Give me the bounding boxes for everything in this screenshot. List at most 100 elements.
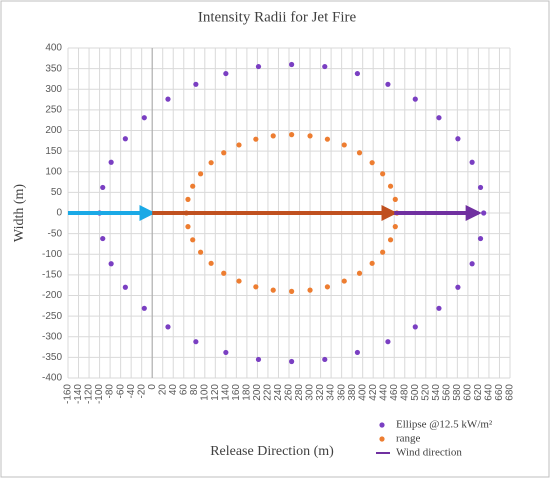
legend-label: range <box>396 433 421 445</box>
data-point <box>165 324 171 330</box>
data-point <box>322 63 328 70</box>
data-point <box>369 160 375 166</box>
y-tick-label: 350 <box>45 63 62 74</box>
y-tick-label: 250 <box>45 105 62 116</box>
data-point <box>380 171 386 177</box>
y-tick-label: 100 <box>45 166 62 177</box>
y-tick-label: -100 <box>42 249 62 260</box>
data-point <box>165 96 171 102</box>
data-point <box>122 136 128 142</box>
legend-swatch <box>379 436 385 442</box>
x-tick-label: -100 <box>94 384 105 404</box>
data-point <box>387 237 394 243</box>
data-point <box>223 70 229 77</box>
x-tick-label: 340 <box>326 384 337 401</box>
x-tick-label: 0 <box>147 384 158 390</box>
x-tick-label: 580 <box>452 384 463 401</box>
data-point <box>255 63 262 70</box>
data-point <box>322 356 328 363</box>
data-point <box>236 142 242 148</box>
data-point <box>185 196 191 202</box>
y-tick-label: -150 <box>42 270 62 281</box>
data-point <box>481 210 487 216</box>
data-point <box>369 260 375 266</box>
chart-title: Intensity Radii for Jet Fire <box>198 9 357 25</box>
y-tick-label: 200 <box>45 125 62 136</box>
x-tick-label: -40 <box>126 384 137 399</box>
data-point <box>193 339 199 345</box>
data-point <box>289 132 295 138</box>
legend-swatch <box>379 422 385 428</box>
x-tick-label: 120 <box>210 384 221 401</box>
y-tick-label: 150 <box>45 146 62 157</box>
data-point <box>208 260 214 266</box>
data-point <box>354 70 361 77</box>
data-point <box>455 284 461 290</box>
data-point <box>341 278 347 284</box>
x-tick-label: 660 <box>494 384 505 401</box>
data-point <box>469 261 475 267</box>
x-tick-label: 540 <box>431 384 442 401</box>
x-tick-label: 220 <box>263 384 274 401</box>
data-point <box>253 284 259 290</box>
x-tick-label: 380 <box>347 384 358 401</box>
x-tick-label: 600 <box>463 384 474 401</box>
data-point <box>307 133 313 139</box>
x-tick-label: -80 <box>105 384 116 399</box>
x-tick-label: 520 <box>420 384 431 401</box>
x-tick-label: 100 <box>199 384 210 401</box>
data-point <box>289 61 295 68</box>
data-point <box>141 115 147 121</box>
data-point <box>356 270 363 276</box>
x-tick-label: 440 <box>378 384 389 401</box>
data-point <box>185 224 191 230</box>
data-point <box>436 305 442 311</box>
y-tick-label: -200 <box>42 290 62 301</box>
data-point <box>223 349 229 356</box>
data-point <box>324 284 331 290</box>
data-point <box>354 349 361 356</box>
data-point <box>100 184 106 191</box>
data-point <box>341 142 347 148</box>
x-axis-label: Release Direction (m) <box>210 444 334 459</box>
data-point <box>190 237 196 243</box>
data-point <box>392 196 398 202</box>
data-point <box>387 183 394 189</box>
data-point <box>122 284 128 290</box>
y-tick-label: -300 <box>42 331 62 342</box>
data-point <box>221 150 227 156</box>
data-point <box>255 356 262 363</box>
data-point <box>392 224 398 230</box>
data-point <box>385 81 391 87</box>
data-point <box>477 184 484 191</box>
x-tick-label: 460 <box>389 384 400 401</box>
data-point <box>307 287 313 293</box>
data-point <box>100 235 106 242</box>
x-tick-label: 160 <box>231 384 242 401</box>
data-point <box>436 115 442 121</box>
x-tick-label: 260 <box>284 384 295 401</box>
x-tick-label: 480 <box>399 384 410 401</box>
x-tick-label: -60 <box>115 384 126 399</box>
data-point <box>190 183 196 189</box>
data-point <box>380 249 386 255</box>
x-tick-label: 500 <box>410 384 421 401</box>
data-point <box>289 288 295 294</box>
x-tick-label: -160 <box>63 384 74 404</box>
x-tick-label: 640 <box>484 384 495 401</box>
x-tick-label: 680 <box>505 384 516 401</box>
y-axis-label: Width (m) <box>12 184 27 242</box>
legend-label: Ellipse @12.5 kW/m² <box>396 419 493 431</box>
y-tick-label: -400 <box>42 373 62 384</box>
data-point <box>469 159 475 165</box>
x-tick-label: 400 <box>357 384 368 401</box>
x-tick-label: 200 <box>252 384 263 401</box>
x-tick-label: 80 <box>189 384 200 396</box>
data-point <box>270 287 276 293</box>
y-tick-label: 300 <box>45 84 62 95</box>
data-point <box>412 324 418 330</box>
y-tick-label: 0 <box>56 208 62 219</box>
data-point <box>270 133 276 139</box>
data-point <box>198 249 204 255</box>
